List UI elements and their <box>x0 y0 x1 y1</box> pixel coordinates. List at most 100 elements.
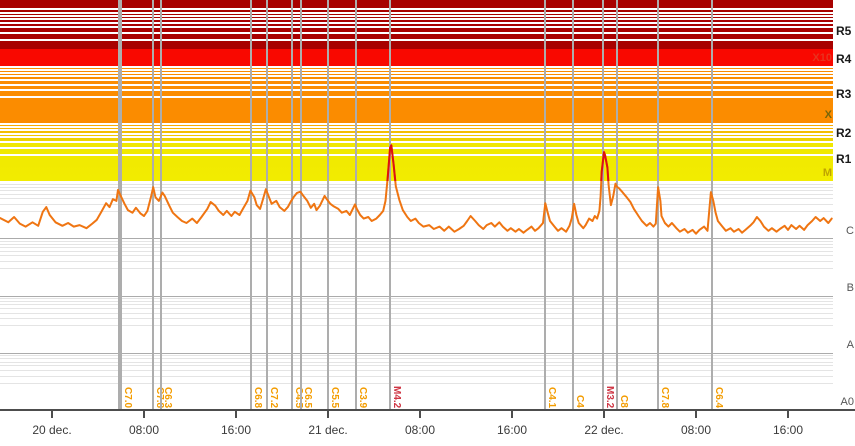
minor-gridline <box>0 255 833 257</box>
axis-baseline <box>0 409 855 411</box>
minor-gridline <box>0 136 833 139</box>
flare-event-line <box>160 0 162 410</box>
flare-label-c6.5[interactable]: C6.5 <box>302 386 313 408</box>
minor-gridline <box>0 183 833 185</box>
major-gridline <box>0 295 833 297</box>
minor-gridline <box>0 365 833 367</box>
minor-gridline <box>0 325 833 327</box>
x-axis-tick <box>695 411 697 418</box>
x-axis-tick <box>511 411 513 418</box>
flare-event-line <box>327 0 329 410</box>
flare-event-line <box>266 0 268 410</box>
flare-event-line <box>291 0 293 410</box>
x-axis-tick <box>235 411 237 418</box>
flare-label-c6.3[interactable]: C6.3 <box>162 386 173 408</box>
minor-gridline <box>0 186 833 188</box>
minor-gridline <box>0 355 833 357</box>
flare-label-c4[interactable]: C4 <box>574 395 585 408</box>
x-axis-tick-label: 08:00 <box>128 423 160 437</box>
flare-label-c7.8[interactable]: C7.8 <box>659 386 670 408</box>
minor-gridline <box>0 96 833 99</box>
risk-scale-label-r4: R4 <box>836 52 852 66</box>
x-axis-tick-label: 16:00 <box>496 423 528 437</box>
x-axis-tick <box>51 411 53 418</box>
flux-level-label-x10: X10 <box>812 52 832 64</box>
major-gridline <box>0 352 833 354</box>
x-axis-tick <box>143 411 145 418</box>
flare-label-c4.1[interactable]: C4.1 <box>546 386 557 408</box>
minor-gridline <box>0 243 833 245</box>
x-axis-tick <box>327 411 329 418</box>
flux-class-label-c: C <box>846 225 854 237</box>
minor-gridline <box>0 361 833 363</box>
flare-event-line <box>711 0 713 410</box>
minor-gridline <box>0 83 833 86</box>
minor-gridline <box>0 247 833 249</box>
minor-gridline <box>0 126 833 129</box>
flare-event-line <box>389 0 391 410</box>
minor-gridline <box>0 250 833 252</box>
risk-scale-label-r3: R3 <box>836 87 852 101</box>
flux-class-label-a: A <box>846 339 854 351</box>
minor-gridline <box>0 189 833 191</box>
minor-gridline <box>0 129 833 132</box>
minor-gridline <box>0 210 833 212</box>
minor-gridline <box>0 304 833 306</box>
flare-label-m4.2[interactable]: M4.2 <box>391 385 402 408</box>
minor-gridline <box>0 375 833 377</box>
flare-event-line <box>657 0 659 410</box>
x-axis-tick-label: 16:00 <box>772 423 804 437</box>
minor-gridline <box>0 11 833 14</box>
minor-gridline <box>0 240 833 242</box>
minor-gridline <box>0 318 833 320</box>
x-axis-tick-label: 22 dec. <box>584 423 624 437</box>
minor-gridline <box>0 382 833 384</box>
minor-gridline <box>0 268 833 270</box>
flare-event-line <box>602 0 604 410</box>
flare-label-c3.9[interactable]: C3.9 <box>357 386 368 408</box>
minor-gridline <box>0 358 833 360</box>
x-axis-tick <box>419 411 421 418</box>
risk-scale-label-r2: R2 <box>836 126 852 140</box>
flare-label-c6.4[interactable]: C6.4 <box>713 386 724 408</box>
x-axis-tick <box>603 411 605 418</box>
minor-gridline <box>0 261 833 263</box>
minor-gridline <box>0 69 833 72</box>
flare-label-m3.2[interactable]: M3.2 <box>604 385 615 408</box>
flare-label-c8[interactable]: C8 <box>618 395 629 408</box>
minor-gridline <box>0 153 833 156</box>
x-axis-tick <box>787 411 789 418</box>
flux-curve <box>0 144 833 235</box>
minor-gridline <box>0 369 833 371</box>
minor-gridline <box>0 32 833 35</box>
risk-scale-label-r5: R5 <box>836 24 852 38</box>
flux-curve-line <box>0 144 833 235</box>
risk-band-r4 <box>0 49 833 67</box>
minor-gridline <box>0 193 833 195</box>
minor-gridline <box>0 198 833 200</box>
major-gridline <box>0 8 833 11</box>
minor-gridline <box>0 301 833 303</box>
minor-gridline <box>0 21 833 24</box>
minor-gridline <box>0 308 833 310</box>
major-gridline <box>0 122 833 125</box>
minor-gridline <box>0 39 833 42</box>
flare-label-c7.8[interactable]: C7.8 <box>154 387 165 408</box>
minor-gridline <box>0 75 833 78</box>
minor-gridline <box>0 72 833 75</box>
minor-gridline <box>0 298 833 300</box>
minor-gridline <box>0 140 833 143</box>
flare-label-c5.5[interactable]: C5.5 <box>329 386 340 408</box>
minor-gridline <box>0 26 833 29</box>
flare-label-c7.2[interactable]: C7.2 <box>268 386 279 408</box>
flare-event-line <box>616 0 618 410</box>
major-gridline <box>0 238 833 240</box>
flare-label-c7.0[interactable]: C7.0 <box>122 386 133 408</box>
minor-gridline <box>0 203 833 205</box>
minor-gridline <box>0 89 833 92</box>
flare-label-c4.5[interactable]: C4.5 <box>293 386 304 408</box>
risk-scale-label-r1: R1 <box>836 152 852 166</box>
flare-label-c6.8[interactable]: C6.8 <box>252 386 263 408</box>
flux-class-label-a0: A0 <box>840 396 854 408</box>
